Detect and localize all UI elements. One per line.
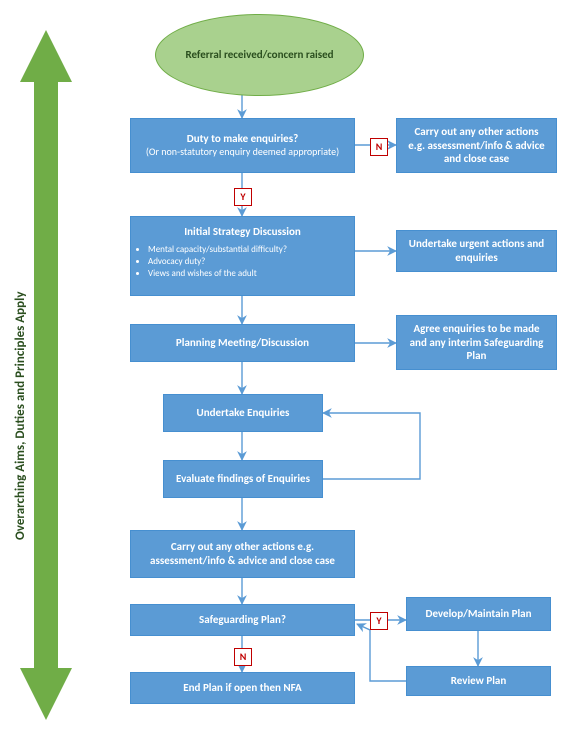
- yn-sg_n: N: [234, 648, 252, 666]
- node-title: Review Plan: [451, 674, 506, 688]
- node-title: Initial Strategy Discussion: [184, 225, 301, 239]
- edge: [323, 413, 420, 479]
- node-title: Duty to make enquiries?: [187, 132, 298, 146]
- node-urgent: Undertake urgent actions and enquiries: [396, 230, 557, 272]
- node-title: Safeguarding Plan?: [199, 613, 286, 627]
- edge: [357, 624, 406, 681]
- node-title: Carry out any other actions e.g. assessm…: [405, 125, 548, 166]
- node-close2: Carry out any other actions e.g. assessm…: [130, 530, 355, 578]
- node-undertake: Undertake Enquiries: [163, 394, 323, 432]
- node-close1: Carry out any other actions e.g. assessm…: [396, 118, 557, 173]
- node-title: Planning Meeting/Discussion: [176, 336, 309, 350]
- start-node: Referral received/concern raised: [155, 14, 364, 96]
- node-sgplan: Safeguarding Plan?: [130, 604, 355, 636]
- yn-sg_y: Y: [370, 612, 388, 630]
- side-label: Overarching Aims, Duties and Principles …: [13, 200, 28, 540]
- node-duty: Duty to make enquiries?(Or non-statutory…: [130, 118, 355, 173]
- node-bullets: Mental capacity/substantial difficulty?A…: [130, 243, 355, 281]
- node-title: Carry out any other actions e.g. assessm…: [139, 540, 346, 568]
- node-strategy: Initial Strategy Discussion Mental capaci…: [130, 216, 355, 296]
- node-subtitle: (Or non-statutory enquiry deemed appropr…: [146, 146, 339, 159]
- node-develop: Develop/Maintain Plan: [406, 597, 551, 631]
- node-title: Develop/Maintain Plan: [426, 607, 532, 621]
- node-agree: Agree enquiries to be made and any inter…: [396, 315, 557, 370]
- bullet-item: Advocacy duty?: [148, 256, 355, 267]
- node-planning: Planning Meeting/Discussion: [130, 324, 355, 362]
- bullet-item: Views and wishes of the adult: [148, 268, 355, 279]
- node-title: Undertake Enquiries: [197, 406, 290, 420]
- bullet-item: Mental capacity/substantial difficulty?: [148, 244, 355, 255]
- node-title: Agree enquiries to be made and any inter…: [405, 322, 548, 363]
- node-end: End Plan if open then NFA: [130, 672, 355, 704]
- node-title: Evaluate findings of Enquiries: [176, 472, 310, 486]
- yn-duty_y: Y: [234, 188, 252, 206]
- node-evaluate: Evaluate findings of Enquiries: [163, 460, 323, 498]
- start-label: Referral received/concern raised: [185, 48, 333, 61]
- node-review: Review Plan: [406, 666, 551, 696]
- yn-duty_n: N: [370, 138, 388, 156]
- node-title: Undertake urgent actions and enquiries: [405, 237, 548, 265]
- node-title: End Plan if open then NFA: [183, 681, 301, 695]
